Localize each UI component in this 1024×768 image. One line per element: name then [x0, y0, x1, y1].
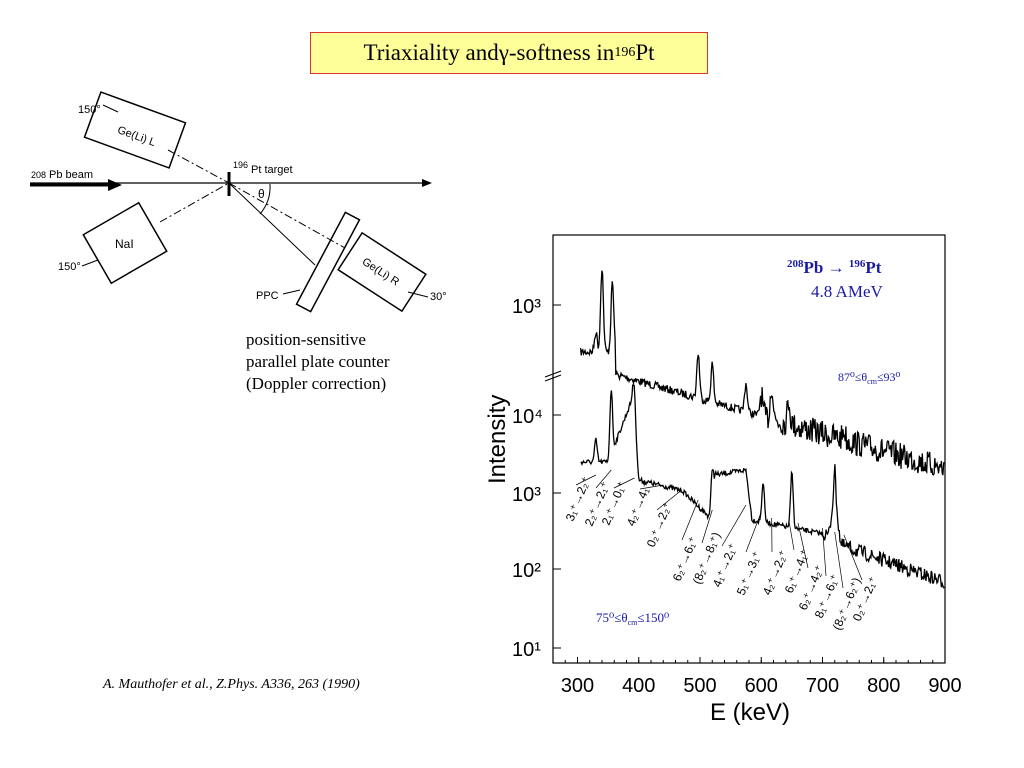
ppc-description: position-sensitive parallel plate counte… [246, 330, 390, 393]
transition-leader [843, 534, 863, 581]
y-ticks [553, 304, 561, 649]
transition-leader [745, 511, 762, 553]
ytick-1e3: 10³ [512, 484, 541, 506]
x-tick-label: 700 [806, 675, 839, 697]
nai-label: NaI [115, 237, 134, 251]
slide-title: Triaxiality and γ -softness in 196 Pt [310, 32, 708, 74]
angle-ge-r: 30° [430, 291, 447, 303]
transition-leader [834, 531, 844, 589]
transition-label: 4₂⁺→4₁⁺ [624, 480, 654, 529]
series-upper-line [579, 270, 945, 476]
x-tick-label: 400 [622, 675, 655, 697]
ytick-1e4: 10⁴ [512, 406, 543, 428]
ge-l-label: Ge(Li) L [116, 124, 157, 149]
ge-r-label: Ge(Li) R [360, 256, 401, 289]
ytick-1e2: 10² [512, 560, 541, 582]
angle-nai: 150° [58, 261, 81, 273]
citation: A. Mauthofer et al., Z.Phys. A336, 263 (… [103, 677, 360, 692]
beam-label: Pb beam [49, 169, 93, 181]
angle-ge-l: 150° [78, 104, 101, 116]
transition-leader [681, 499, 699, 541]
setup-diagram [30, 91, 432, 313]
transition-label: 0₂⁺→2₂⁺ [644, 500, 675, 549]
transition-leader [639, 484, 664, 490]
lower-angle-range: 75⁰≤θcm≤150⁰ [596, 610, 669, 627]
x-tick-label: 900 [928, 675, 961, 697]
transition-label: 5₁⁺→3₁⁺ [734, 549, 764, 597]
beam-mass: 208 [31, 170, 46, 180]
transition-leader [701, 509, 713, 544]
theta-label: θ [258, 187, 265, 201]
beam-energy-label: 4.8 AMeV [811, 282, 884, 301]
series-lower-line [580, 384, 945, 589]
target-label: Pt target [251, 164, 293, 176]
x-tick-label: 600 [745, 675, 778, 697]
x-tick-label: 500 [683, 675, 716, 697]
transition-leader [721, 504, 747, 547]
x-tick-label: 300 [561, 675, 594, 697]
x-axis-label: E (keV) [710, 699, 790, 726]
ytick-1e1: 10¹ [512, 639, 541, 661]
y-axis-label: Intensity [484, 395, 511, 484]
x-tick-label: 800 [867, 675, 900, 697]
reaction-label: 208Pb → 196Pt [787, 258, 882, 277]
upper-angle-range: 87⁰≤θcm≤93⁰ [838, 370, 901, 386]
ytick-upper-1e3: 10³ [512, 296, 541, 318]
beam-arrowhead [422, 179, 432, 187]
ppc-counter [295, 211, 361, 313]
transition-leader [822, 527, 827, 577]
nai-detector [82, 201, 168, 285]
target-mass: 196 [233, 160, 248, 170]
transition-leader [613, 477, 635, 489]
transition-leaders [575, 469, 863, 589]
transition-leader [595, 469, 612, 489]
transition-leader [575, 474, 597, 486]
x-ticks: 300 400 500 600 700 800 900 [561, 657, 962, 697]
transition-leader [656, 489, 682, 511]
transition-leader [788, 519, 795, 551]
setup-labels: 150° 208 Pb beam 196 Pt target θ Ge(Li) … [31, 104, 447, 303]
ge-l-detector [83, 91, 187, 169]
ge-r-detector [337, 231, 427, 313]
spectrum-chart: 300 400 500 600 700 800 900 10³ 10⁴ 10³ 10² 10… [484, 234, 962, 726]
transition-leader [797, 522, 809, 569]
ppc-label: PPC [256, 290, 279, 302]
